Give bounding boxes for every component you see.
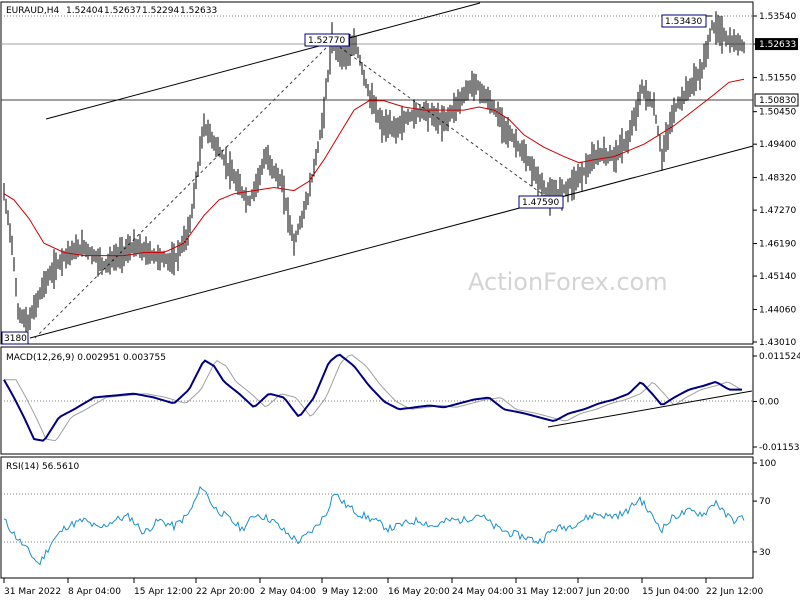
macd-signal-line [4,354,743,442]
y-tick-label: 1.52633 [759,40,796,50]
rsi-line [3,485,745,566]
annotation-low-2: 1.47590 [518,195,564,209]
y-tick-label: 1.48320 [759,174,796,184]
x-tick-label: 16 May 20:00 [388,587,450,597]
x-tick-label: 22 Apr 20:00 [196,587,255,597]
hline-label: 1.50830 [759,96,796,106]
y-tick-label: 1.47270 [759,206,796,216]
ohlc-high: 1.52637 [104,6,141,16]
rsi-y-axis: 100 70 30 [753,459,776,558]
annotation-low-1: 3180 [1,331,29,345]
channel-upper-line [45,2,481,120]
y-tick-label: 100 [759,459,776,469]
x-tick-label: 9 May 12:00 [322,587,378,597]
main-y-axis: 1.53540 1.52633 1.51550 1.50450 1.49400 1.483… [753,12,799,348]
rsi-title: RSI(14) 56.5610 [6,462,79,472]
x-tick-label: 15 Jun 04:00 [642,587,699,597]
annotation-high-1: 1.52770 [304,33,350,47]
y-tick-label: 0.00 [759,398,779,408]
annotation-high-2: 1.53430 [661,14,712,28]
y-tick-label: 1.51550 [759,74,796,84]
y-tick-label: 0.011524 [759,352,800,362]
macd-main-line [3,353,742,442]
y-tick-label: 1.45140 [759,272,796,282]
y-tick-label: 1.46190 [759,240,796,250]
watermark: ActionForex.com [468,268,668,296]
annotation-low-2-label: 1.47590 [522,198,559,208]
y-tick-label: 1.49400 [759,140,796,150]
annotation-low-1-label: 3180 [4,334,27,344]
ohlc-open: 1.52404 [66,6,103,16]
ohlc-low: 1.52294 [142,6,179,16]
ohlc-close: 1.52633 [180,6,217,16]
x-tick-label: 15 Apr 12:00 [134,587,193,597]
macd-panel-frame [0,346,754,455]
channel-lower-line [29,145,754,339]
x-tick-label: 24 May 04:00 [452,587,514,597]
y-tick-label: 1.53540 [759,12,796,22]
x-tick-label: 8 Apr 04:00 [68,587,121,597]
y-tick-label: 30 [759,548,771,558]
main-title: EURAUD,H4 [6,6,59,16]
main-panel-frame [0,1,754,345]
annotation-high-1-label: 1.52770 [308,36,345,46]
y-tick-label: 1.50450 [759,108,796,118]
macd-title: MACD(12,26,9) 0.002951 0.003755 [6,353,166,363]
macd-trendline [547,390,753,428]
x-tick-label: 7 Jun 20:00 [578,587,630,597]
macd-y-axis: 0.011524 0.00 -0.011537 [753,352,800,453]
x-tick-label: 31 Mar 2022 [4,587,61,597]
y-tick-label: 1.44060 [759,306,796,316]
y-tick-highlight [755,38,798,51]
y-tick-label: 1.43010 [759,338,796,348]
x-tick-label: 2 May 04:00 [260,587,316,597]
y-tick-label: -0.011537 [759,443,800,453]
x-tick-label: 31 May 12:00 [516,587,578,597]
hline-label-box [754,93,799,107]
annotation-high-2-label: 1.53430 [665,17,702,27]
x-tick-label: 22 Jun 12:00 [706,587,763,597]
x-axis: 31 Mar 2022 8 Apr 04:00 15 Apr 12:00 22 Apr… [3,578,763,597]
ema-line [3,78,745,257]
rsi-panel-frame [0,456,754,579]
y-tick-label: 70 [759,497,771,507]
